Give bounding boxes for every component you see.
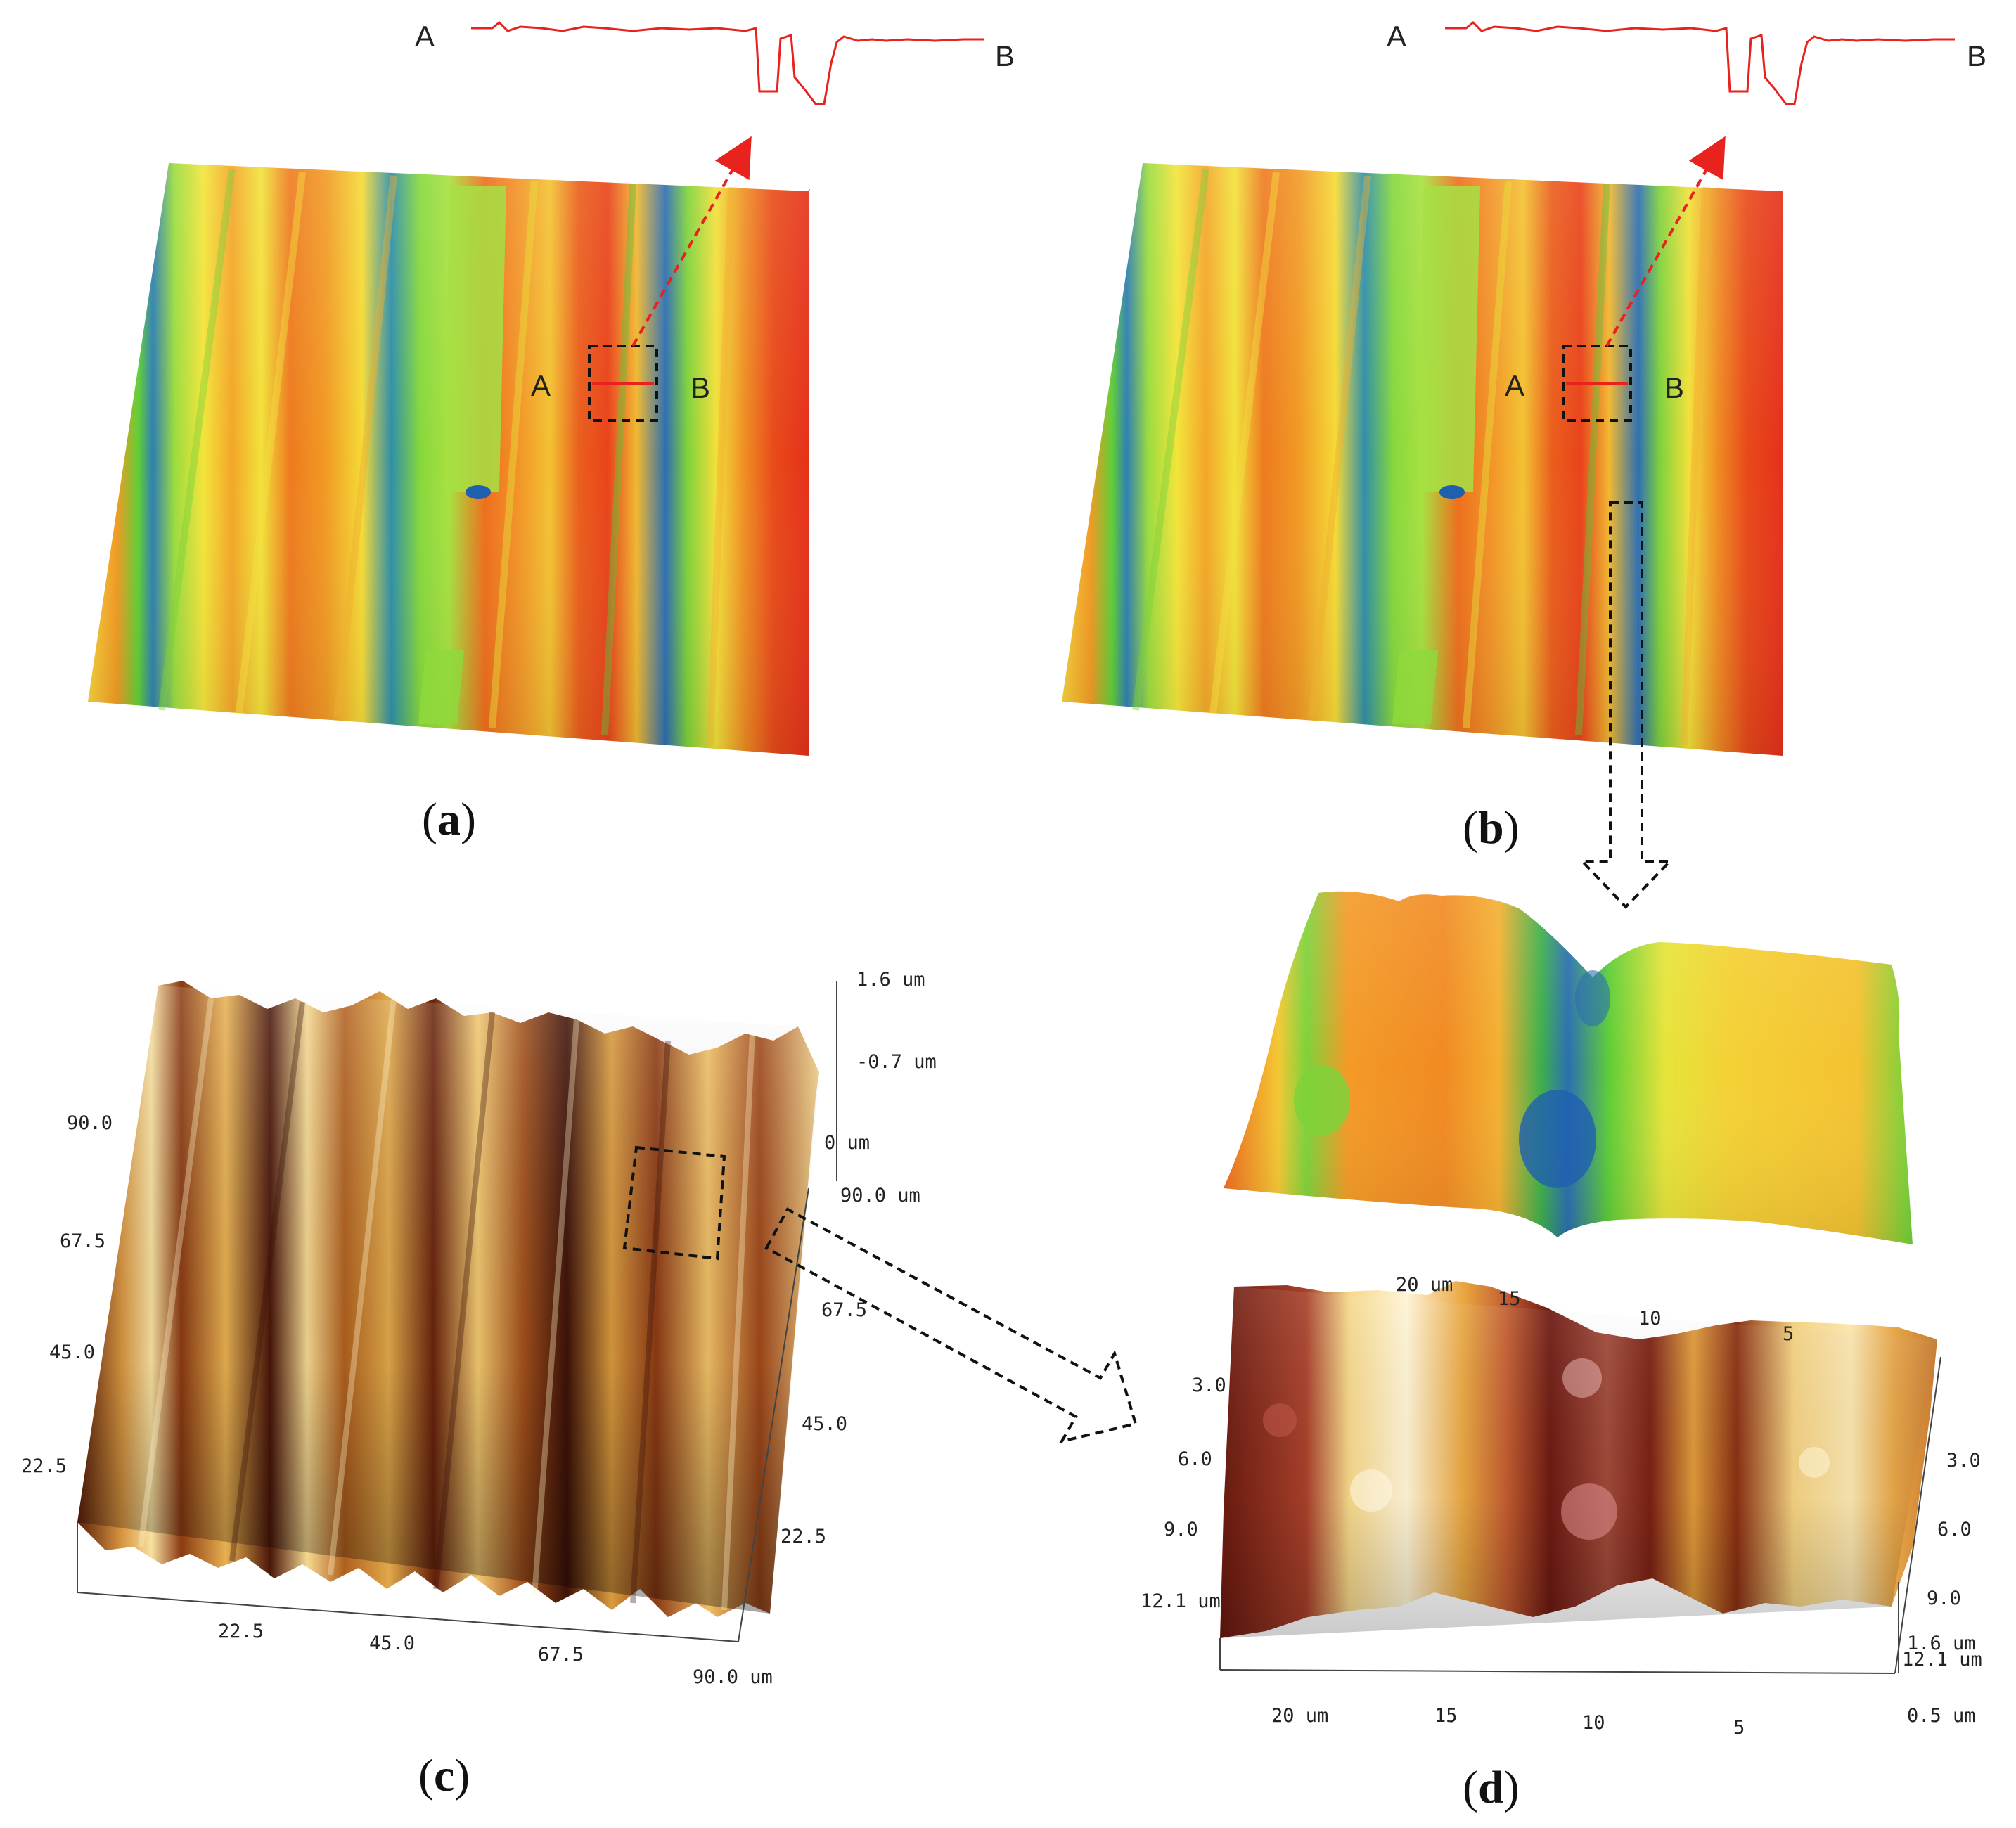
panel-d-top-tick-4: 5	[1783, 1323, 1795, 1345]
panel-a	[88, 20, 984, 756]
panel-a-selection-box	[588, 345, 658, 422]
panel-d-left-tick-2: 6.0	[1178, 1448, 1212, 1470]
panel-c-z-tick-2: -0.7 um	[856, 1051, 937, 1073]
zoomed-height-map	[1224, 891, 1913, 1244]
panel-d-axis-right	[1894, 1356, 1941, 1674]
panel-b-profile-line	[1445, 20, 1955, 105]
panel-c-left-tick-1: 90.0	[67, 1112, 113, 1134]
panel-d-right-tick-4: 12.1 um	[1902, 1649, 1982, 1671]
panel-c-axis-bottom	[77, 1592, 739, 1642]
panel-b-map-label-a: A	[1505, 369, 1525, 402]
panel-c-left-tick-4: 22.5	[21, 1455, 68, 1477]
panel-d-top-tick-2: 15	[1498, 1288, 1521, 1310]
panel-d-left-tick-3: 9.0	[1164, 1519, 1198, 1540]
panel-d-left-tick-1: 3.0	[1192, 1375, 1226, 1396]
panel-b-map-label-b: B	[1664, 371, 1685, 404]
panel-b-green-pocket	[1417, 186, 1480, 492]
panel-c-left-tick-2: 67.5	[60, 1230, 106, 1252]
panel-c-right-tick-4: 22.5	[781, 1526, 827, 1547]
panel-a-profile-label-b: B	[995, 39, 1015, 72]
panel-d-top-tick-1: 20 um	[1396, 1274, 1453, 1296]
panel-a-profile-label-a: A	[415, 20, 435, 53]
panel-a-map-label-a: A	[531, 369, 551, 402]
panel-d-right-tick-3: 9.0	[1927, 1588, 1961, 1609]
panel-c-bottom-tick-4: 90.0 um	[693, 1666, 773, 1688]
panel-a-map-label-b: B	[691, 371, 711, 404]
panel-c-ridges	[138, 998, 755, 1611]
panel-a-profile-line	[471, 20, 984, 105]
panel-b-selection-box	[1562, 345, 1632, 422]
panel-b-streaks	[1132, 168, 1709, 746]
panel-c-z-tick-3: 0 um	[824, 1132, 871, 1154]
panel-a-caption: (a)	[422, 794, 476, 845]
panel-a-green-pocket	[443, 186, 506, 492]
panel-a-red-arrow	[631, 136, 752, 347]
panel-d-bottom-tick-3: 10	[1582, 1712, 1605, 1734]
panel-c-to-d-arrow	[764, 1207, 1138, 1444]
panel-d-bottom-tick-1: 20 um	[1271, 1705, 1329, 1727]
panel-c-left-tick-3: 45.0	[49, 1341, 96, 1363]
panel-c-axis-right	[738, 1187, 809, 1642]
panel-b-caption: (b)	[1463, 802, 1520, 854]
panel-d-left-tick-4: 12.1 um	[1141, 1590, 1221, 1612]
panel-d-caption: (d)	[1463, 1762, 1520, 1813]
panel-c-z-tick-1: 1.6 um	[856, 969, 925, 991]
panel-c-right-tick-1: 90.0 um	[840, 1185, 920, 1206]
panel-b-profile-label-a: A	[1387, 20, 1407, 53]
panel-d-right-tick-2: 6.0	[1937, 1519, 1972, 1540]
panel-d-speckles	[1263, 1358, 1830, 1540]
panel-c-right-tick-3: 45.0	[802, 1413, 848, 1435]
panel-c	[77, 981, 1138, 1642]
panel-c-bottom-tick-2: 45.0	[369, 1633, 416, 1654]
panel-b	[1062, 20, 1955, 909]
panel-c-selection-box	[622, 1145, 726, 1261]
panel-a-streaks	[158, 168, 735, 746]
panel-d-bottom-tick-2: 15	[1434, 1705, 1458, 1727]
panel-d-right-tick-1: 3.0	[1946, 1450, 1981, 1472]
panel-b-down-arrow	[1579, 501, 1674, 909]
panel-c-bottom-tick-1: 22.5	[218, 1621, 264, 1642]
panel-d	[1219, 1281, 1941, 1674]
panel-d-bottom-tick-4: 5	[1733, 1717, 1745, 1739]
panel-c-bottom-tick-3: 67.5	[538, 1644, 584, 1666]
panel-c-caption: (c)	[418, 1750, 470, 1801]
panel-d-z-tick-2: 0.5 um	[1907, 1705, 1976, 1727]
panel-d-z-tick-1: 1.6 um	[1907, 1633, 1976, 1654]
panel-d-top-tick-3: 10	[1638, 1308, 1662, 1330]
panel-b-profile-label-b: B	[1967, 39, 1987, 72]
panel-b-red-arrow	[1605, 136, 1726, 347]
panel-c-right-tick-2: 67.5	[821, 1299, 868, 1321]
panel-d-axis-bottom	[1219, 1669, 1896, 1674]
